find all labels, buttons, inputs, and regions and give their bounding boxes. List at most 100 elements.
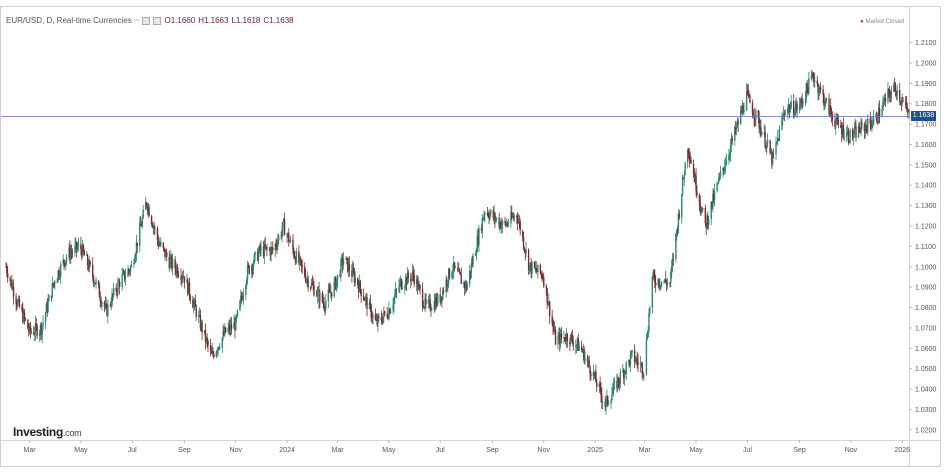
candle-body	[553, 327, 555, 332]
candle-body	[405, 277, 408, 285]
visibility-toggle-icon[interactable]	[142, 16, 151, 25]
candle-body	[552, 323, 554, 328]
candle-body	[577, 338, 579, 351]
candle-body	[872, 118, 875, 125]
ohlc-open: O1.1660	[164, 16, 196, 25]
candle-body	[318, 289, 320, 302]
candle-body	[36, 326, 38, 337]
candle-body	[783, 113, 786, 115]
candle-body	[301, 265, 303, 267]
candle-body	[235, 315, 238, 317]
candle-body	[587, 360, 590, 362]
candle-body	[65, 257, 68, 261]
candle-body	[528, 265, 531, 271]
candle-body	[129, 270, 131, 272]
candle-body	[893, 83, 895, 92]
candle-body	[348, 263, 351, 271]
candle-body	[135, 242, 138, 255]
settings-toggle-icon[interactable]	[153, 16, 162, 25]
candle-body	[245, 280, 248, 286]
candle-body	[804, 98, 807, 102]
candle-body	[704, 207, 707, 224]
candle-body	[292, 239, 294, 250]
candle-body	[51, 283, 53, 298]
candle-body	[127, 269, 129, 277]
candle-body	[80, 243, 82, 250]
candle-body	[100, 300, 102, 305]
y-tick-label: 1.1100	[915, 244, 936, 251]
candle-body	[848, 140, 850, 143]
candle-body	[288, 241, 291, 243]
candle-body	[34, 323, 37, 334]
candle-body	[311, 282, 314, 285]
candle-body	[198, 315, 200, 317]
candle-body	[399, 279, 402, 283]
candle-body	[881, 109, 883, 117]
candle-body	[227, 327, 229, 333]
candle-body	[145, 202, 148, 206]
candle-body	[56, 279, 59, 283]
candle-body	[716, 183, 718, 192]
candle-body	[486, 212, 489, 214]
candle-body	[782, 117, 784, 119]
candle-body	[784, 112, 786, 114]
candle-body	[388, 309, 390, 319]
candle-body	[86, 255, 88, 256]
candle-body	[293, 249, 295, 257]
candle-body	[729, 153, 731, 156]
candle-body	[851, 129, 854, 138]
candle-body	[89, 261, 91, 265]
candle-body	[177, 275, 180, 277]
candle-body	[859, 131, 861, 133]
candle-body	[276, 245, 278, 247]
candle-body	[875, 113, 877, 119]
y-tick-label: 1.0900	[915, 285, 937, 292]
candle-body	[769, 140, 771, 154]
candle-body	[418, 284, 420, 286]
candle-body	[216, 351, 218, 352]
candle-body	[106, 305, 108, 316]
candle-body	[129, 266, 132, 272]
symbol-title[interactable]: EUR/USD, D, Real-time Currencies	[6, 16, 132, 25]
candle-body	[817, 83, 819, 93]
candle-body	[787, 105, 790, 109]
candle-body	[134, 254, 137, 260]
candle-body	[199, 314, 202, 329]
candle-body	[598, 383, 601, 387]
candle-body	[878, 107, 880, 122]
x-tick-label: 2026	[894, 447, 910, 454]
candle-body	[229, 325, 231, 331]
candle-body	[174, 259, 176, 269]
candle-body	[622, 370, 624, 373]
candle-body	[755, 110, 757, 120]
x-tick-label: Nov	[845, 447, 858, 454]
candle-body	[239, 300, 241, 311]
candle-body	[300, 260, 303, 266]
candle-body	[570, 334, 573, 336]
candle-body	[494, 212, 496, 221]
candle-body	[206, 337, 208, 342]
candle-body	[581, 350, 584, 353]
candle-body	[559, 333, 561, 345]
candle-body	[635, 358, 638, 362]
candle-body	[849, 129, 851, 143]
candle-body	[150, 216, 153, 225]
candle-body	[782, 113, 785, 118]
candle-body	[410, 276, 413, 281]
candle-body	[625, 362, 627, 373]
candle-body	[122, 272, 124, 276]
candle-body	[194, 300, 197, 307]
candle-body	[415, 279, 418, 284]
candle-body	[17, 300, 19, 306]
candle-body	[395, 289, 398, 291]
candle-body	[565, 334, 568, 342]
candle-body	[317, 289, 319, 291]
candle-body	[42, 322, 44, 326]
candle-body	[907, 110, 909, 113]
candle-body	[447, 268, 450, 284]
y-tick-label: 1.1400	[915, 183, 937, 190]
candle-body	[649, 308, 651, 314]
candle-body	[488, 216, 490, 219]
